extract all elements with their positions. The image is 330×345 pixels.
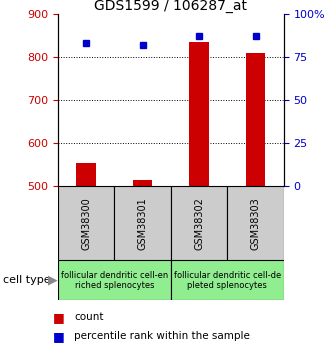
Bar [227, 186, 284, 260]
Bar [58, 186, 114, 260]
Text: cell type: cell type [3, 275, 51, 285]
Text: GSM38300: GSM38300 [81, 197, 91, 250]
Text: ■: ■ [53, 330, 65, 343]
Text: percentile rank within the sample: percentile rank within the sample [74, 332, 250, 341]
Text: ▶: ▶ [48, 274, 57, 287]
Text: follicular dendritic cell-en
riched splenocytes: follicular dendritic cell-en riched sple… [61, 270, 168, 290]
Bar [246, 53, 265, 186]
Bar [171, 186, 227, 260]
Text: ■: ■ [53, 311, 65, 324]
Text: GSM38303: GSM38303 [250, 197, 261, 250]
Bar [133, 180, 152, 186]
Bar [58, 260, 171, 300]
Bar [114, 186, 171, 260]
Text: follicular dendritic cell-de
pleted splenocytes: follicular dendritic cell-de pleted sple… [174, 270, 281, 290]
Bar [189, 42, 209, 186]
Text: GSM38302: GSM38302 [194, 197, 204, 250]
Text: count: count [74, 313, 104, 322]
Bar [76, 162, 96, 186]
Bar [171, 260, 284, 300]
Text: GSM38301: GSM38301 [138, 197, 148, 250]
Title: GDS1599 / 106287_at: GDS1599 / 106287_at [94, 0, 247, 13]
